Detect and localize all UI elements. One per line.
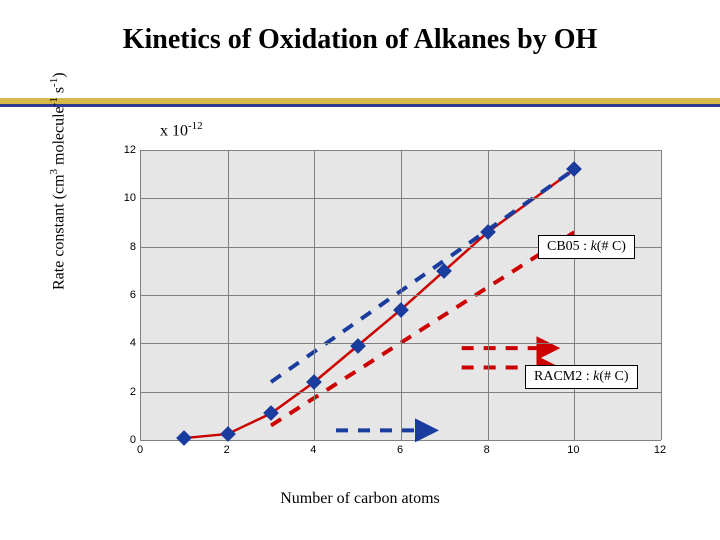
series-line bbox=[271, 232, 574, 425]
y-multiplier-label: x 10-12 bbox=[160, 120, 203, 140]
plot-area bbox=[140, 150, 661, 441]
gridline-v bbox=[314, 150, 315, 440]
gridline-v bbox=[228, 150, 229, 440]
legend-cb05: CB05 : k(# C) bbox=[538, 235, 635, 259]
data-point bbox=[437, 263, 453, 279]
data-point bbox=[480, 224, 496, 240]
chart-container: CB05 : k(# C) RACM2 : k(# C) 02468101202… bbox=[110, 140, 670, 470]
data-point bbox=[220, 426, 236, 442]
gridline-v bbox=[574, 150, 575, 440]
gridline-v bbox=[488, 150, 489, 440]
legend-racm2: RACM2 : k(# C) bbox=[525, 365, 638, 389]
x-tick-label: 8 bbox=[477, 444, 497, 456]
y-axis-label: Rate constant (cm3 molecule-1 s-1) bbox=[48, 72, 68, 290]
y-tick-label: 6 bbox=[112, 289, 136, 301]
data-point bbox=[350, 338, 366, 354]
x-tick-label: 0 bbox=[130, 444, 150, 456]
gridline-v bbox=[401, 150, 402, 440]
slide-root: Kinetics of Oxidation of Alkanes by OH x… bbox=[0, 0, 720, 540]
data-point bbox=[393, 302, 409, 318]
data-point bbox=[177, 430, 193, 446]
x-tick-label: 12 bbox=[650, 444, 670, 456]
title-rule bbox=[0, 98, 720, 107]
series-line bbox=[271, 169, 574, 382]
x-axis-label: Number of carbon atoms bbox=[0, 490, 720, 508]
y-tick-label: 2 bbox=[112, 386, 136, 398]
x-tick-label: 4 bbox=[303, 444, 323, 456]
slide-title: Kinetics of Oxidation of Alkanes by OH bbox=[0, 0, 720, 66]
data-point bbox=[567, 162, 583, 178]
series-line bbox=[184, 169, 574, 438]
x-tick-label: 10 bbox=[563, 444, 583, 456]
y-tick-label: 12 bbox=[112, 144, 136, 156]
y-tick-label: 10 bbox=[112, 192, 136, 204]
x-tick-label: 6 bbox=[390, 444, 410, 456]
gridline-v bbox=[661, 150, 662, 440]
x-tick-label: 2 bbox=[217, 444, 237, 456]
y-tick-label: 4 bbox=[112, 337, 136, 349]
data-point bbox=[263, 406, 279, 422]
data-point bbox=[307, 374, 323, 390]
y-tick-label: 8 bbox=[112, 241, 136, 253]
